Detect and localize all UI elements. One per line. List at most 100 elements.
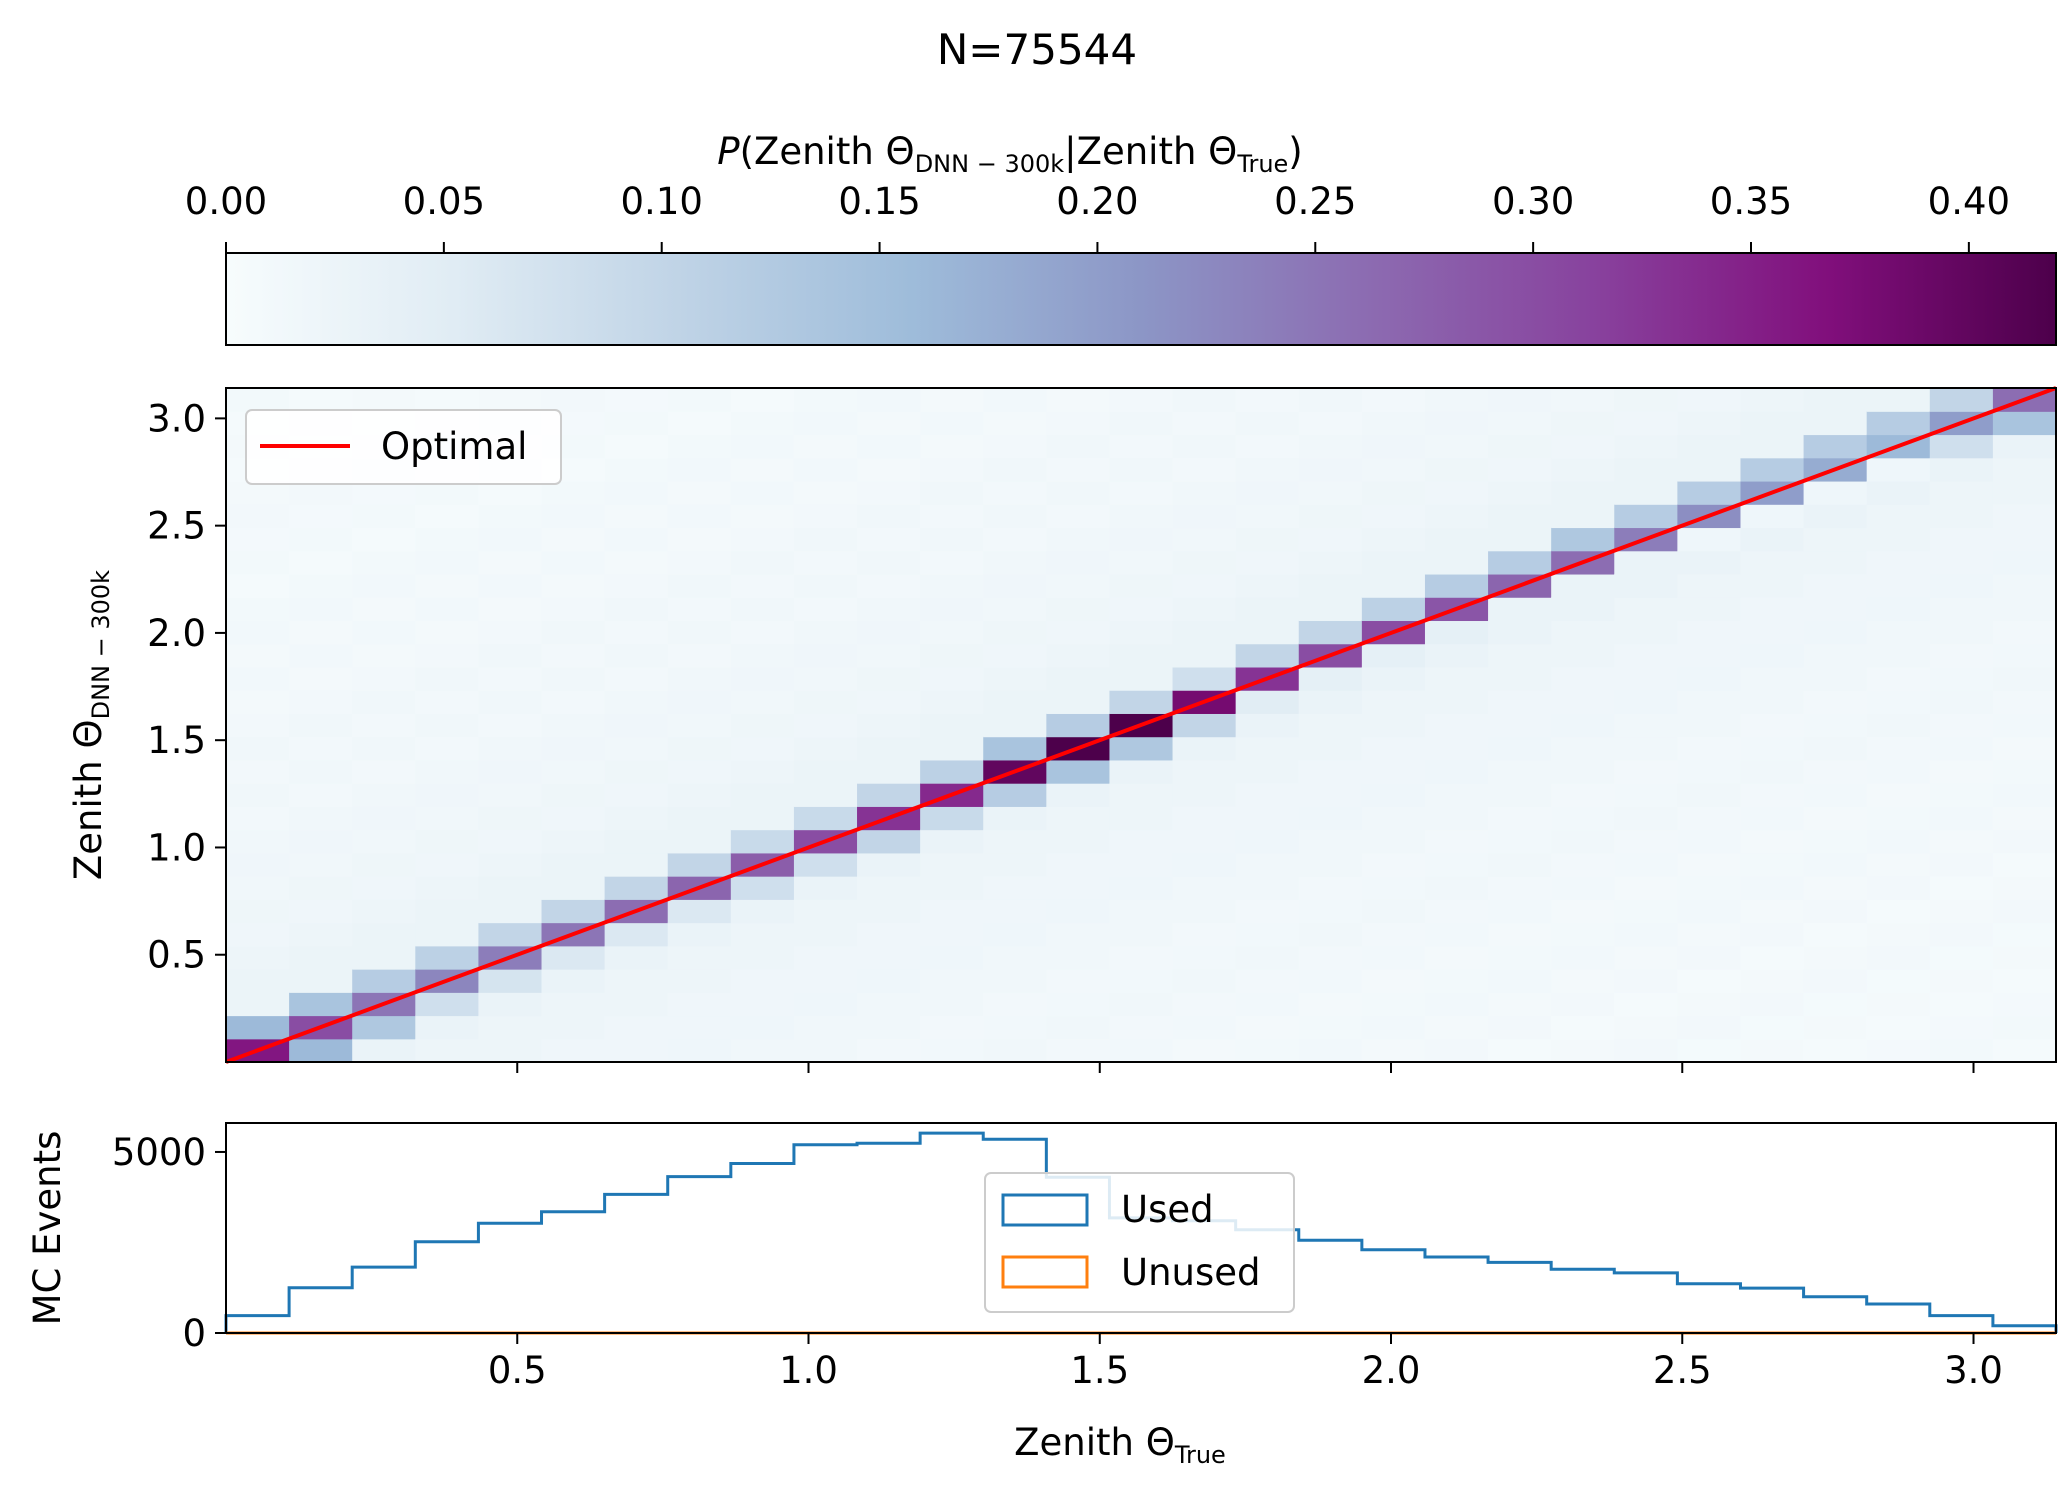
heatmap-cell	[1424, 922, 1489, 947]
heatmap-cell	[667, 527, 732, 552]
heatmap-cell	[289, 759, 353, 784]
heatmap-cell	[541, 388, 606, 412]
heatmap-cell	[1298, 388, 1363, 412]
heatmap-cell	[604, 829, 669, 854]
heatmap-cell	[920, 945, 984, 970]
heatmap-cell	[541, 573, 606, 598]
heatmap-cell	[1424, 783, 1489, 807]
heatmap-cell	[1046, 852, 1111, 877]
heatmap-cell	[1992, 666, 2057, 691]
heatmap-cell	[1488, 922, 1552, 947]
heatmap-cell	[478, 1038, 543, 1063]
heatmap-cell	[1740, 620, 1805, 645]
heatmap-cell	[1740, 388, 1805, 412]
heatmap-cell	[730, 1015, 795, 1040]
heatmap-cell	[857, 434, 921, 459]
heatmap-cell	[478, 876, 543, 900]
heatmap-cell	[793, 736, 858, 761]
heatmap-cell	[1172, 992, 1237, 1017]
heatmap-cell	[1361, 1015, 1426, 1040]
heatmap-cell	[1488, 876, 1552, 900]
heatmap-cell	[983, 434, 1047, 459]
heatmap-cell	[604, 434, 669, 459]
heatmap-cell	[1551, 759, 1615, 784]
hist-xtick-label: 2.0	[1362, 1349, 1421, 1392]
heatmap-cell	[1803, 434, 1868, 459]
heatmap-cell	[1551, 852, 1615, 877]
heatmap-cell	[793, 690, 858, 714]
heatmap-cell	[352, 1015, 416, 1040]
heatmap-cell	[920, 899, 984, 924]
heatmap-cell	[1109, 829, 1174, 854]
heatmap-cell	[1803, 1015, 1868, 1040]
heatmap-cell	[793, 666, 858, 691]
heatmap-cell	[415, 945, 480, 970]
heatmap-cell	[1614, 806, 1678, 831]
heatmap-cell	[1677, 388, 1742, 412]
heatmap-cell	[1298, 899, 1363, 924]
heatmap-cell	[478, 620, 543, 645]
heatmap-cell	[289, 969, 353, 993]
heatmap-cell	[1551, 457, 1615, 482]
heatmap-cell	[793, 922, 858, 947]
heatmap-cell	[541, 550, 606, 575]
heatmap-cell	[1488, 806, 1552, 831]
heatmap-cell	[1677, 666, 1742, 691]
heatmap-cell	[1866, 411, 1931, 436]
heatmap-cell	[1992, 643, 2057, 668]
heatmap-cell	[730, 388, 795, 412]
heatmap-cell	[793, 992, 858, 1017]
heatmap-cell	[541, 527, 606, 552]
heatmap-cell	[352, 783, 416, 807]
heatmap-cell	[1424, 643, 1489, 668]
heatmap-cell	[1424, 480, 1489, 505]
heatmap-cell	[1614, 573, 1678, 598]
heatmap-cell	[604, 597, 669, 622]
heatmap-cell	[289, 713, 353, 738]
optimal-line	[225, 386, 2057, 1064]
heatmap-cell	[983, 666, 1047, 691]
heatmap-cell	[478, 1015, 543, 1040]
heatmap-cell	[415, 922, 480, 947]
heatmap-cell	[289, 783, 353, 807]
heatmap-cell	[1109, 806, 1174, 831]
heatmap-cell	[352, 480, 416, 505]
heatmap-cell	[667, 806, 732, 831]
heatmap-cell	[1740, 434, 1805, 459]
heatmap-cell	[415, 736, 480, 761]
heatmap-cell	[604, 945, 669, 970]
heatmap-cell	[1424, 876, 1489, 900]
heatmap-legend-box	[245, 409, 562, 485]
heatmap-cell	[289, 620, 353, 645]
heatmap-cell	[1424, 1015, 1489, 1040]
heatmap-cell	[730, 573, 795, 598]
heatmap-cell	[1740, 643, 1805, 668]
heatmap-cell	[1614, 922, 1678, 947]
heatmap-cell	[1298, 1038, 1363, 1063]
hist-legend: Used Unused	[984, 1172, 1295, 1313]
heatmap-cell	[1677, 434, 1742, 459]
heatmap-cell	[730, 829, 795, 854]
heatmap-cell	[857, 992, 921, 1017]
heatmap-cells	[226, 388, 2057, 1063]
heatmap-cell	[415, 1015, 480, 1040]
hist-xtick-label: 1.5	[1070, 1349, 1129, 1392]
heatmap-cell	[415, 597, 480, 622]
heatmap-cell	[289, 876, 353, 900]
colorbar-tick-label: 0.30	[1492, 180, 1574, 223]
heatmap-cell	[1614, 550, 1678, 575]
heatmap-cell	[415, 690, 480, 714]
heatmap-cell	[1235, 434, 1300, 459]
heatmap-cell	[1298, 480, 1363, 505]
heatmap-cell	[1740, 504, 1805, 529]
heatmap-cell	[1235, 806, 1300, 831]
heatmap-cell	[1614, 713, 1678, 738]
heatmap-cell	[1172, 597, 1237, 622]
heatmap-cell	[226, 527, 290, 552]
heatmap-cell	[1172, 550, 1237, 575]
heatmap-cell	[1172, 806, 1237, 831]
heatmap-cell	[604, 527, 669, 552]
heatmap-cell	[604, 783, 669, 807]
heatmap-cell	[1929, 434, 1994, 459]
heatmap-cell	[667, 992, 732, 1017]
